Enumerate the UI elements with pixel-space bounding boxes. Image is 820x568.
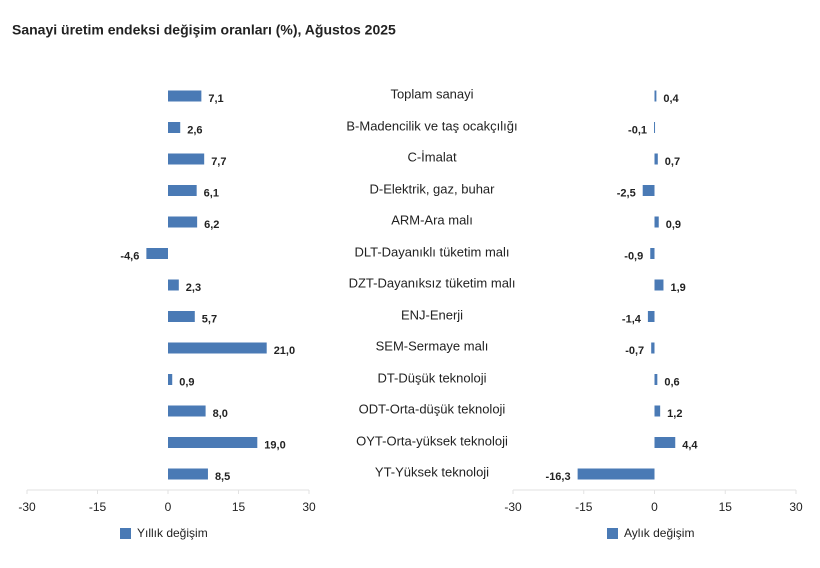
legend-label: Aylık değişim: [624, 526, 694, 540]
value-label: -4,6: [120, 250, 139, 262]
value-label: 0,9: [666, 219, 681, 231]
bar: [642, 185, 655, 196]
value-label: 0,7: [665, 156, 680, 168]
bar: [168, 279, 179, 291]
legend-label: Yıllık değişim: [137, 526, 208, 540]
value-label: 7,7: [211, 156, 226, 168]
bar: [168, 311, 195, 322]
bar: [146, 248, 168, 259]
bar: [654, 405, 661, 417]
bar: [647, 311, 655, 322]
x-tick-label: -15: [89, 500, 107, 514]
value-label: -1,4: [622, 313, 642, 325]
value-label: 6,2: [204, 219, 219, 231]
category-label: ENJ-Enerji: [400, 307, 464, 322]
category-label: ODT-Orta-düşük teknoloji: [358, 401, 506, 417]
x-tick-label: -30: [504, 500, 522, 514]
legend-swatch: [607, 528, 618, 539]
category-label: DZT-Dayanıksız tüketim malı: [348, 275, 516, 291]
value-label: -0,7: [625, 345, 644, 357]
value-label: 21,0: [274, 345, 295, 357]
x-tick-label: 30: [789, 500, 803, 514]
bar: [168, 374, 173, 385]
category-label: Toplam sanayi: [390, 86, 474, 102]
x-tick-label: 30: [302, 500, 316, 514]
bar: [168, 122, 181, 133]
x-tick-label: 15: [232, 500, 246, 514]
value-label: 8,5: [215, 471, 230, 483]
value-label: 6,1: [204, 187, 219, 199]
category-label: DT-Düşük teknoloji: [377, 370, 487, 385]
bar: [168, 90, 202, 102]
value-label: 5,7: [202, 313, 217, 325]
value-label: 0,9: [179, 376, 194, 388]
bar: [650, 248, 655, 259]
value-label: -0,9: [624, 250, 643, 262]
value-label: -16,3: [546, 471, 571, 483]
bar: [168, 405, 206, 417]
category-label: OYT-Orta-yüksek teknoloji: [356, 433, 508, 448]
value-label: 19,0: [264, 439, 285, 451]
category-label: DLT-Dayanıklı tüketim malı: [354, 244, 510, 259]
legend-swatch: [120, 528, 131, 539]
value-label: -2,5: [617, 187, 636, 199]
category-label: C-İmalat: [407, 149, 457, 165]
bar: [654, 216, 659, 228]
value-label: 2,6: [187, 124, 202, 136]
bar: [654, 153, 658, 165]
x-tick-label: -15: [575, 500, 593, 514]
value-label: 1,9: [670, 282, 685, 294]
bar: [168, 216, 198, 228]
bar: [654, 90, 657, 102]
value-label: 4,4: [682, 439, 698, 451]
bar: [168, 153, 205, 165]
bar: [654, 374, 658, 385]
category-label: YT-Yüksek teknoloji: [374, 464, 490, 480]
bar: [577, 468, 655, 480]
bar: [654, 437, 676, 448]
bar: [168, 185, 197, 196]
bar: [168, 342, 267, 354]
x-tick-label: 0: [651, 500, 658, 514]
bar: [651, 342, 655, 354]
category-label: SEM-Sermaye malı: [375, 338, 489, 354]
value-label: 8,0: [213, 408, 228, 420]
category-label: B-Madencilik ve taş ocakçılığı: [346, 118, 518, 133]
x-tick-label: -30: [18, 500, 36, 514]
category-label: D-Elektrik, gaz, buhar: [369, 181, 495, 196]
x-tick-label: 15: [719, 500, 733, 514]
value-label: 1,2: [667, 408, 682, 420]
value-label: 0,4: [663, 93, 679, 105]
category-label: ARM-Ara malı: [391, 212, 473, 228]
x-tick-label: 0: [165, 500, 172, 514]
bar: [168, 437, 258, 448]
value-label: 2,3: [186, 282, 201, 294]
value-label: 7,1: [208, 93, 223, 105]
bar: [654, 122, 656, 133]
bar: [168, 468, 208, 480]
chart-title: Sanayi üretim endeksi değişim oranları (…: [12, 22, 396, 38]
bar: [654, 279, 664, 291]
value-label: 0,6: [664, 376, 679, 388]
value-label: -0,1: [628, 124, 647, 136]
